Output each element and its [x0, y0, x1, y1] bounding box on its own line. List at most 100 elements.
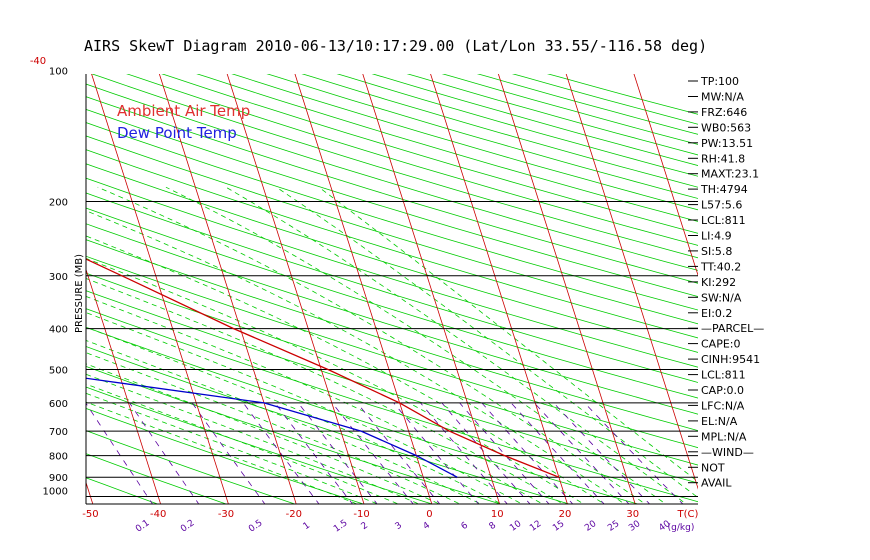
mixing-ratio-line: [534, 402, 630, 504]
isotherm: [91, 74, 229, 504]
mixing-ratio-tick-label: 6: [460, 520, 471, 532]
mixing-ratio-tick-label: 30: [627, 519, 642, 534]
dry-adiabat: [86, 255, 698, 449]
mixing-ratio-line: [129, 402, 200, 504]
dry-adiabat: [196, 74, 698, 222]
dry-adiabat: [86, 122, 698, 311]
dry-adiabat: [86, 272, 698, 466]
isotherm: [226, 74, 365, 504]
mixing-ratio-tick-label: 20: [583, 519, 598, 534]
dry-adiabat: [371, 74, 698, 166]
index-label: CINH:9541: [701, 353, 760, 366]
moist-adiabat: [86, 352, 461, 504]
dry-adiabat: [301, 74, 698, 188]
dry-adiabat: [86, 239, 698, 432]
dry-adiabat: [86, 430, 297, 504]
isotherm: [430, 74, 568, 504]
pressure-tick-label: 900: [49, 473, 68, 484]
isotherm: [158, 74, 297, 504]
mixing-ratio-tick-label: 15: [551, 519, 566, 534]
index-label: EI:0.2: [701, 307, 732, 320]
mixing-ratio-line: [356, 402, 441, 504]
index-label: LCL:811: [701, 214, 746, 227]
y-axis-label: PRESSURE (MB): [74, 254, 85, 333]
moist-adiabat: [225, 186, 687, 504]
index-label: —WIND—: [701, 446, 754, 459]
dry-adiabat: [86, 223, 698, 415]
isotherm: [294, 74, 433, 504]
index-label: EL:N/A: [701, 415, 738, 428]
index-label: LFC:N/A: [701, 399, 745, 412]
mixing-ratio-tick-label: 0.1: [134, 518, 151, 534]
plot-area: [0, 55, 698, 510]
top-temp-tick-label: -40: [30, 56, 46, 67]
dry-adiabat: [86, 326, 640, 504]
dry-adiabat: [86, 135, 698, 325]
dry-adiabat: [86, 96, 698, 284]
isotherm: [86, 268, 162, 504]
bottom-temp-tick-label: 0: [426, 509, 432, 520]
bottom-temp-tick-label: -30: [218, 509, 234, 520]
bottom-temp-tick-label: -20: [286, 509, 302, 520]
mixing-ratio-tick-label: 25: [606, 519, 621, 534]
mixing-ratio-tick-label: 0.5: [247, 518, 264, 534]
moist-adiabat: [97, 186, 646, 504]
bottom-temp-tick-label: 20: [559, 509, 572, 520]
mixing-ratio-line: [510, 402, 605, 504]
dry-adiabat: [266, 74, 698, 199]
stability-indices-panel: TP:100 MW:N/A FRZ:646 WB0:563 PW:13.51 RH:41.…: [688, 75, 764, 490]
index-label: PW:13.51: [701, 137, 753, 150]
legend-ambient-air-temp: Ambient Air Temp: [117, 102, 250, 120]
isotherm: [0, 55, 27, 510]
mixing-ratio-line: [242, 402, 320, 504]
dry-adiabat: [546, 74, 698, 115]
index-label: LCL:811: [701, 369, 746, 382]
moist-adiabat: [276, 186, 698, 499]
dry-adiabat: [86, 163, 698, 353]
moist-adiabat: [86, 392, 379, 504]
mixing-ratio-line: [584, 402, 684, 504]
dry-adiabat: [91, 74, 698, 259]
mixing-ratio-tick-label: 12: [528, 519, 543, 534]
temperature-profile-line: [86, 258, 560, 478]
index-label: AVAIL: [701, 477, 732, 490]
dry-adiabat: [86, 365, 502, 504]
index-label: SI:5.8: [701, 245, 732, 258]
bottom-temp-tick-label: -50: [82, 509, 98, 520]
mixing-ratio-line: [481, 402, 574, 504]
dry-adiabat: [86, 149, 698, 339]
pressure-tick-label: 700: [49, 427, 68, 438]
mixing-ratio-line: [553, 402, 651, 504]
index-label: KI:292: [701, 276, 736, 289]
pressure-tick-label: 100: [49, 67, 68, 78]
isotherm: [497, 74, 636, 504]
isotherm: [633, 74, 698, 277]
dry-adiabat: [161, 74, 698, 234]
dry-adiabat: [441, 74, 698, 145]
moist-adiabat: [86, 373, 420, 504]
index-label: MPL:N/A: [701, 430, 747, 443]
index-label: TH:4794: [700, 183, 748, 196]
mixing-ratio-line: [191, 402, 266, 504]
moist-adiabat: [86, 257, 585, 504]
dry-adiabat: [511, 74, 698, 125]
dry-adiabat: [86, 108, 698, 297]
index-label: TP:100: [700, 75, 739, 88]
bottom-temp-tick-label: 10: [491, 509, 504, 520]
dewpoint-profile-line: [86, 377, 458, 478]
mixing-ratio-line: [393, 402, 480, 504]
dry-adiabat: [86, 290, 698, 484]
moist-adiabat: [318, 186, 698, 483]
background-grid: [0, 55, 698, 510]
profile-series: [86, 258, 560, 478]
index-label: WB0:563: [701, 121, 751, 134]
mixing-ratio-tick-label: 1.5: [332, 518, 349, 534]
axes: 1002003004005006007008009001000-120-110-…: [30, 56, 699, 535]
mixing-ratio-line: [331, 402, 414, 504]
pressure-tick-label: 200: [49, 198, 68, 209]
mixing-ratio-line: [297, 402, 378, 504]
index-label: TT:40.2: [700, 260, 741, 273]
mixing-ratio-line: [459, 402, 550, 504]
moist-adiabat: [86, 312, 523, 504]
index-label: MW:N/A: [701, 91, 744, 104]
